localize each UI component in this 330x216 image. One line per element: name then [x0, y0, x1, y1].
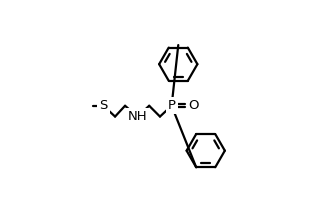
Text: O: O — [188, 99, 198, 112]
Text: NH: NH — [128, 110, 147, 123]
Text: S: S — [99, 99, 108, 112]
Text: P: P — [168, 99, 176, 112]
